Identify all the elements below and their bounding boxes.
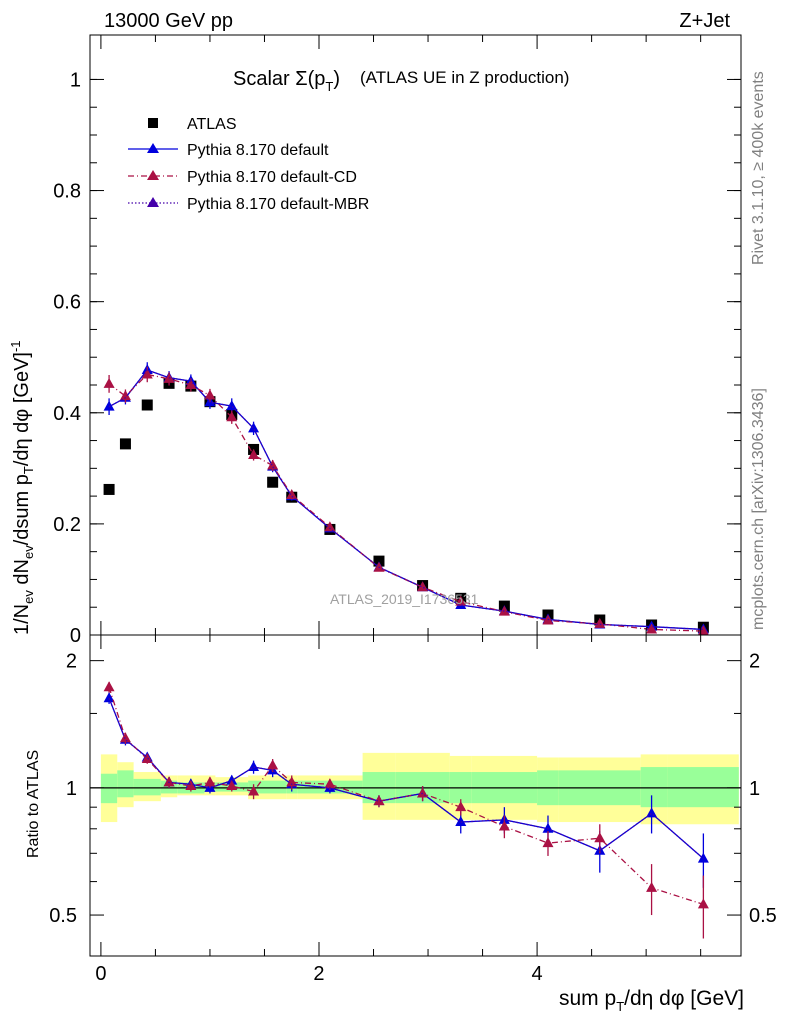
series-3: [108, 369, 704, 631]
ratio-point: [119, 732, 131, 743]
legend: ATLAS Pythia 8.170 default Pythia 8.170 …: [128, 116, 369, 213]
ratio-point: [646, 807, 658, 818]
ratio-point: [542, 837, 554, 848]
band-inner: [259, 780, 287, 794]
ratio-point: [324, 778, 336, 789]
mc-point: [324, 521, 336, 532]
rivet-label: Rivet 3.1.10, ≥ 400k events: [750, 71, 767, 265]
main-ytick-label: 0.4: [53, 403, 81, 425]
ratio-frame: [89, 634, 742, 957]
plot-title-rest: (ATLAS UE in Z production): [360, 68, 569, 87]
plot-title-main: Scalar Σ(p: [233, 68, 325, 90]
band-inner: [133, 778, 161, 796]
ratio-point: [103, 692, 115, 703]
ratio-point: [455, 801, 467, 812]
ratio-point: [267, 759, 279, 770]
ratio-panel: [90, 752, 741, 825]
legend-label-cd: Pythia 8.170 default-CD: [187, 169, 357, 186]
mc-point: [103, 377, 115, 388]
band-inner: [667, 767, 739, 808]
ratio-xtick-label: 0: [95, 963, 106, 985]
ratio-ytick-label: 2: [66, 651, 77, 673]
ratio-data-layer: [103, 681, 709, 939]
main-ytick-label: 0.8: [53, 181, 81, 203]
ratio-xtick-label: 4: [532, 963, 543, 985]
atlas-point: [267, 476, 279, 488]
mc-point: [594, 617, 606, 628]
ratio-xtick-label: 2: [313, 963, 324, 985]
mc-point: [103, 400, 115, 411]
atlas-point: [373, 555, 385, 567]
mc-point: [248, 422, 260, 433]
mc-point: [417, 581, 429, 592]
ratio-point: [226, 774, 238, 785]
ratio-ylabel: Ratio to ATLAS: [25, 750, 42, 858]
legend-label-mbr: Pythia 8.170 default-MBR: [187, 196, 369, 213]
legend-marker-cd: [147, 170, 159, 180]
legend-marker-mbr: [147, 197, 159, 207]
main-ytick-label: 1: [70, 69, 81, 91]
atlas-point: [103, 483, 115, 495]
ratio-point: [646, 881, 658, 892]
mc-point: [141, 368, 153, 379]
mc-point: [204, 389, 216, 400]
ratio-point: [248, 785, 260, 796]
series-line: [108, 369, 704, 631]
atlas-point: [141, 399, 153, 411]
ratio-ytick-label-right: 1: [749, 778, 760, 800]
mc-point: [185, 379, 197, 389]
mc-point: [267, 459, 279, 470]
ratio-ytick-label-right: 0.5: [749, 905, 777, 927]
legend-marker-atlas: [148, 118, 158, 128]
plot-title-close: ): [333, 68, 340, 90]
process-label: Z+Jet: [679, 10, 730, 32]
ratio-point: [697, 898, 709, 909]
ratio-xlabel: sum pT/dη dφ [GeV]: [559, 987, 744, 1014]
mc-point: [286, 489, 298, 499]
atlas-point: [119, 438, 131, 450]
legend-label-atlas: ATLAS: [187, 116, 237, 133]
main-data-layer: [103, 362, 709, 636]
ratio-point: [163, 776, 175, 787]
ratio-point: [226, 780, 238, 791]
main-ytick-label: 0.2: [53, 514, 81, 536]
main-ytick-label: 0.6: [53, 292, 81, 314]
plot-title-sub: T: [325, 79, 333, 94]
analysis-watermark: ATLAS_2019_I1736531: [330, 591, 479, 607]
ratio-point: [594, 832, 606, 843]
band-inner: [117, 770, 134, 798]
legend-label-default: Pythia 8.170 default: [187, 142, 329, 159]
mc-point: [226, 400, 238, 411]
ratio-axis-ticks: 0.5 0.5 1 1 2 2 0 2 4: [49, 635, 777, 985]
mc-point: [646, 623, 658, 634]
main-axis-ticks: 0 0.2 0.4 0.6 0.8 1: [53, 35, 741, 647]
ratio-point: [103, 681, 115, 692]
mc-point: [248, 449, 260, 459]
ratio-point: [185, 780, 197, 791]
mc-point: [455, 595, 467, 606]
ratio-point: [141, 753, 153, 764]
ratio-point: [373, 795, 385, 806]
ratio-line: [108, 697, 704, 860]
main-ylabel: 1/Nev dNev/dsum pT/dη dφ [GeV]-1: [8, 340, 36, 635]
mc-point: [119, 390, 131, 401]
main-ytick-label: 0: [70, 625, 81, 647]
ratio-ytick-label: 0.5: [49, 905, 77, 927]
band-inner: [640, 767, 668, 808]
ratio-ytick-label-right: 2: [749, 651, 760, 673]
ratio-point: [204, 776, 216, 787]
mc-point: [226, 411, 238, 422]
ratio-point: [455, 816, 467, 827]
legend-marker-default: [147, 143, 159, 153]
ratio-series-2: [108, 697, 704, 860]
ratio-point: [697, 852, 709, 863]
ratio-point: [248, 761, 260, 772]
plot-title: Scalar Σ(pT): [233, 68, 340, 94]
ratio-point: [498, 820, 510, 831]
energy-label: 13000 GeV pp: [104, 10, 233, 32]
ratio-ytick-label: 1: [66, 778, 77, 800]
mcplots-label: mcplots.cern.ch [arXiv:1306.3436]: [750, 388, 767, 630]
